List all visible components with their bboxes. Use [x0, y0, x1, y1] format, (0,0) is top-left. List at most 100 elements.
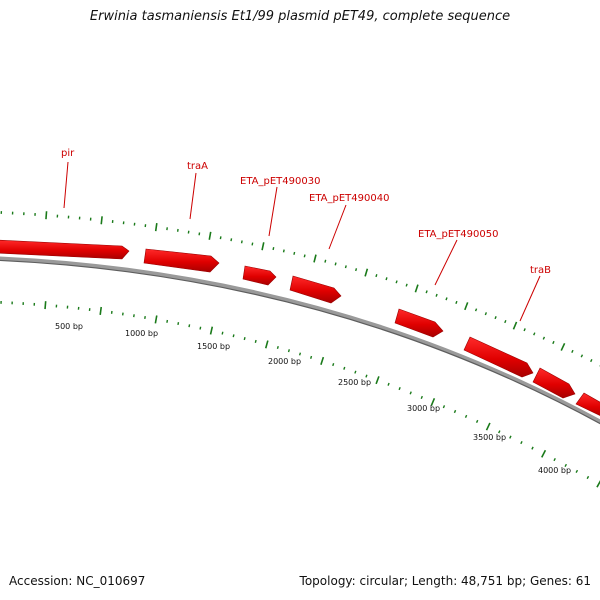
outer-tick-28: [293, 251, 296, 255]
outer-tick-15: [154, 223, 158, 232]
inner-tick-28: [298, 352, 302, 356]
inner-tick-5: [44, 301, 47, 310]
scale-label-2000: 2000 bp: [268, 357, 301, 366]
inner-tick-50: [541, 449, 547, 458]
gene-label-eta40: ETA_pET490040: [309, 193, 389, 204]
inner-tick-36: [387, 382, 390, 386]
gene-arrow-next2[interactable]: [575, 392, 600, 418]
inner-tick-26: [276, 345, 279, 350]
topology-summary: Topology: circular; Length: 48,751 bp; G…: [299, 574, 591, 588]
outer-tick-42: [435, 293, 438, 297]
inner-tick-31: [332, 363, 335, 367]
gene-label-eta50: ETA_pET490050: [418, 229, 498, 240]
plasmid-backbone: [0, 256, 600, 425]
outer-tick-29: [303, 254, 306, 258]
outer-tick-40: [414, 284, 419, 293]
outer-tick-34: [355, 268, 358, 272]
inner-tick-30: [320, 356, 325, 365]
inner-tick-16: [166, 319, 169, 323]
gene-arrow-eta50[interactable]: [394, 308, 444, 338]
inner-tick-49: [531, 446, 534, 450]
gene-arrow-traA[interactable]: [143, 248, 220, 273]
outer-tick-23: [240, 240, 243, 244]
inner-tick-40: [430, 398, 436, 406]
gene-label-eta30: ETA_pET490030: [240, 176, 320, 187]
gene-label-pir: pir: [61, 148, 75, 159]
inner-tick-22: [232, 334, 235, 338]
scale-label-2500: 2500 bp: [338, 378, 371, 387]
inner-tick-41: [442, 405, 446, 409]
outer-tick-52: [533, 332, 536, 336]
gene-arrow-pir[interactable]: [0, 239, 130, 260]
outer-tick-10: [100, 216, 103, 225]
outer-tick-20: [208, 231, 212, 240]
inner-tick-53: [575, 469, 579, 473]
outer-tick-37: [385, 277, 388, 281]
outer-tick-48: [494, 316, 497, 320]
outer-tick-track: [0, 211, 600, 367]
inner-tick-track: [0, 300, 600, 488]
outer-tick-56: [571, 349, 574, 353]
inner-tick-32: [343, 366, 346, 370]
outer-tick-53: [542, 336, 546, 340]
outer-tick-50: [512, 321, 518, 330]
inner-tick-54: [586, 475, 590, 480]
outer-tick-58: [590, 358, 593, 363]
outer-tick-25: [261, 242, 265, 251]
accession-text: Accession: NC_010697: [9, 574, 146, 588]
inner-tick-46: [498, 430, 501, 434]
outer-tick-24: [251, 242, 254, 246]
inner-tick-21: [221, 331, 224, 335]
gene-arrow-eta30[interactable]: [242, 265, 277, 286]
inner-tick-55: [596, 480, 600, 488]
outer-tick-39: [405, 283, 408, 287]
inner-tick-10: [99, 306, 103, 315]
inner-tick-35: [375, 376, 380, 385]
outer-tick-5: [45, 211, 48, 220]
outer-tick-55: [560, 342, 566, 351]
outer-tick-33: [344, 265, 347, 269]
inner-tick-20: [209, 326, 214, 335]
inner-tick-37: [398, 386, 401, 391]
outer-tick-27: [282, 249, 285, 253]
inner-tick-38: [409, 391, 412, 395]
inner-tick-47: [509, 435, 512, 439]
inner-tick-18: [188, 324, 191, 328]
inner-tick-39: [420, 395, 423, 399]
inner-tick-29: [309, 355, 313, 359]
inner-tick-15: [154, 315, 158, 324]
inner-tick-48: [520, 441, 523, 445]
inner-tick-51: [553, 457, 556, 462]
inner-tick-52: [564, 463, 567, 467]
outer-tick-43: [445, 297, 448, 301]
outer-tick-41: [425, 290, 428, 294]
outer-tick-45: [464, 302, 469, 311]
outer-tick-47: [484, 312, 488, 316]
inner-tick-23: [243, 337, 246, 341]
outer-tick-38: [395, 280, 398, 284]
map-title: Erwinia tasmaniensis Et1/99 plasmid pET4…: [89, 9, 511, 24]
inner-tick-24: [254, 339, 257, 343]
outer-tick-44: [455, 300, 458, 305]
gene-label-traA: traA: [187, 161, 208, 172]
gene-arrow-eta40[interactable]: [289, 275, 342, 304]
outer-tick-51: [523, 328, 526, 332]
scale-label-1500: 1500 bp: [197, 342, 230, 351]
inner-tick-27: [287, 349, 290, 353]
outer-tick-36: [375, 274, 378, 278]
outer-tick-57: [580, 354, 584, 358]
inner-tick-45: [485, 422, 491, 431]
inner-tick-25: [264, 340, 269, 349]
outer-tick-30: [313, 254, 317, 263]
scale-label-4000: 4000 bp: [538, 466, 571, 475]
inner-tick-33: [354, 370, 357, 374]
gene-arrow-traB[interactable]: [463, 336, 534, 378]
label-leaders: [63, 161, 541, 322]
inner-tick-17: [177, 322, 180, 326]
outer-tick-31: [324, 259, 327, 263]
outer-tick-54: [552, 340, 555, 345]
scale-label-3500: 3500 bp: [473, 433, 506, 442]
outer-tick-32: [334, 262, 337, 266]
gene-label-traB: traB: [530, 265, 551, 276]
gene-arrow-next1[interactable]: [532, 367, 576, 399]
